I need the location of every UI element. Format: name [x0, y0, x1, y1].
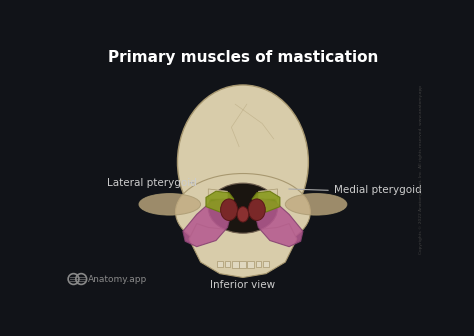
- Text: Primary muscles of mastication: Primary muscles of mastication: [108, 50, 378, 65]
- Bar: [264, 260, 269, 267]
- Text: Copyrights © 2022 Anatomy Next, Inc. All rights reserved. www.anatomy.app: Copyrights © 2022 Anatomy Next, Inc. All…: [419, 85, 423, 254]
- Bar: [239, 260, 246, 268]
- Ellipse shape: [175, 173, 310, 251]
- Polygon shape: [208, 189, 228, 199]
- Polygon shape: [252, 191, 280, 212]
- Ellipse shape: [237, 207, 249, 222]
- Ellipse shape: [220, 199, 237, 220]
- Text: Anatomy.app: Anatomy.app: [88, 275, 147, 284]
- Polygon shape: [255, 199, 303, 247]
- Ellipse shape: [177, 85, 309, 239]
- Text: Lateral pterygoid: Lateral pterygoid: [107, 178, 197, 188]
- Bar: [247, 260, 254, 268]
- Polygon shape: [183, 199, 231, 247]
- Text: Inferior view: Inferior view: [210, 280, 275, 290]
- Ellipse shape: [208, 183, 278, 233]
- Text: Medial pterygoid: Medial pterygoid: [289, 185, 421, 196]
- Polygon shape: [189, 223, 297, 278]
- Polygon shape: [206, 191, 234, 212]
- Ellipse shape: [139, 194, 201, 215]
- Bar: [217, 260, 222, 267]
- Bar: [232, 260, 239, 268]
- Ellipse shape: [248, 199, 265, 220]
- Bar: [255, 260, 261, 267]
- Bar: [225, 260, 230, 267]
- Polygon shape: [258, 189, 278, 199]
- Ellipse shape: [285, 194, 347, 215]
